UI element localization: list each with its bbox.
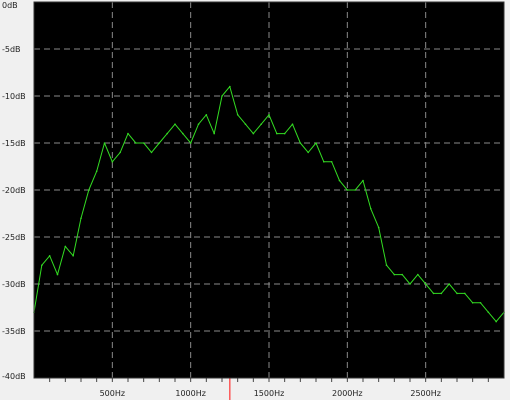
data-point bbox=[283, 132, 286, 135]
data-point bbox=[150, 151, 153, 154]
data-point bbox=[409, 283, 411, 285]
data-point bbox=[291, 123, 294, 125]
data-point bbox=[362, 179, 364, 182]
data-point bbox=[135, 142, 137, 144]
data-point bbox=[338, 179, 341, 182]
data-point bbox=[182, 132, 184, 135]
data-point bbox=[127, 132, 129, 135]
data-point bbox=[103, 142, 106, 144]
data-point bbox=[244, 123, 247, 125]
data-point bbox=[80, 217, 82, 219]
data-point bbox=[401, 273, 403, 276]
data-point bbox=[464, 292, 466, 295]
data-point bbox=[221, 95, 223, 97]
data-point bbox=[330, 161, 333, 163]
data-point bbox=[213, 132, 215, 135]
data-point bbox=[424, 283, 427, 285]
data-point bbox=[88, 189, 90, 191]
y-tick-label: -5dB bbox=[2, 45, 21, 54]
x-tick-label: 2000Hz bbox=[332, 389, 363, 398]
data-point bbox=[142, 142, 145, 144]
x-tick-label: 1500Hz bbox=[254, 389, 285, 398]
data-point bbox=[189, 142, 192, 144]
data-point bbox=[174, 123, 176, 125]
data-point bbox=[119, 151, 121, 154]
data-point bbox=[479, 302, 482, 304]
data-point bbox=[377, 226, 380, 229]
data-point bbox=[487, 311, 490, 314]
plot-border bbox=[33, 1, 505, 379]
data-point bbox=[495, 320, 497, 323]
data-point bbox=[456, 292, 458, 295]
data-point bbox=[56, 273, 59, 276]
y-tick-label: -30dB bbox=[2, 280, 26, 289]
data-point bbox=[440, 292, 443, 295]
data-point bbox=[64, 245, 67, 248]
data-point bbox=[346, 189, 349, 191]
data-point bbox=[197, 123, 200, 125]
data-point bbox=[432, 292, 435, 295]
data-point bbox=[307, 151, 309, 154]
data-point bbox=[229, 85, 231, 88]
data-point bbox=[158, 142, 161, 144]
data-point bbox=[260, 123, 262, 125]
x-tick-label: 2500Hz bbox=[410, 389, 441, 398]
y-tick-label: -35dB bbox=[2, 327, 26, 336]
data-point bbox=[393, 273, 396, 276]
y-tick-label: 0dB bbox=[2, 1, 18, 10]
data-point bbox=[370, 208, 372, 210]
data-point bbox=[236, 114, 239, 116]
data-point bbox=[276, 132, 278, 135]
y-tick-label: -15dB bbox=[2, 139, 26, 148]
data-point bbox=[95, 170, 98, 172]
y-tick-label: -20dB bbox=[2, 186, 26, 195]
data-point bbox=[299, 142, 302, 144]
data-point bbox=[471, 302, 474, 304]
y-tick-label: -40dB bbox=[2, 372, 26, 381]
data-point bbox=[166, 132, 168, 135]
data-point bbox=[48, 255, 51, 257]
data-point bbox=[111, 161, 114, 163]
x-tick-label: 500Hz bbox=[100, 389, 125, 398]
data-point bbox=[315, 142, 317, 144]
y-tick-label: -10dB bbox=[2, 92, 26, 101]
data-point bbox=[385, 264, 388, 267]
data-point bbox=[268, 114, 270, 116]
data-point bbox=[354, 189, 356, 191]
data-point bbox=[323, 161, 325, 163]
data-point bbox=[252, 132, 255, 135]
data-point bbox=[72, 255, 74, 257]
data-point bbox=[205, 114, 208, 116]
data-point bbox=[448, 283, 450, 285]
data-point bbox=[41, 264, 43, 267]
x-tick-label: 1000Hz bbox=[175, 389, 206, 398]
y-tick-label: -25dB bbox=[2, 233, 26, 242]
data-point bbox=[417, 273, 419, 276]
